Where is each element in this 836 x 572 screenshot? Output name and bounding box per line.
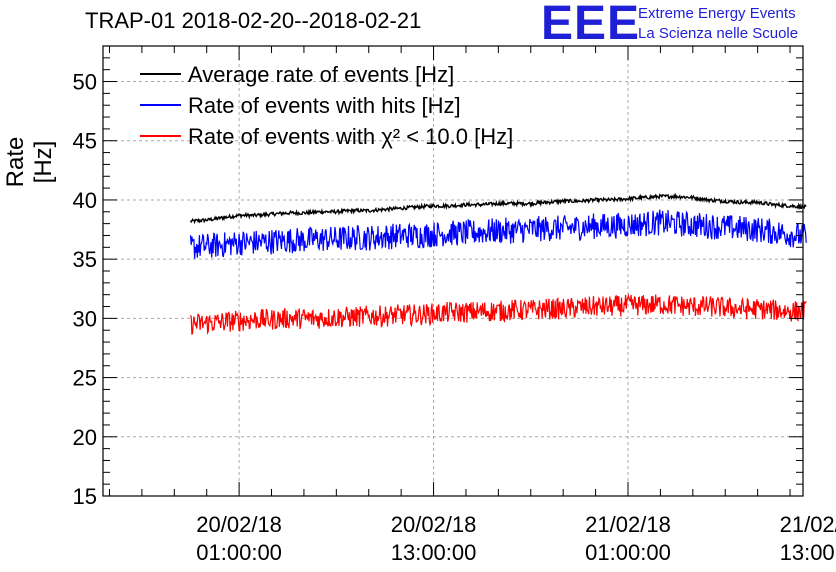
legend-label: Average rate of events [Hz]	[188, 62, 454, 87]
y-tick-label: 40	[73, 188, 97, 213]
series-line-3	[189, 293, 807, 335]
y-tick-label: 15	[73, 484, 97, 509]
series-line-1	[189, 192, 807, 225]
x-tick-label-date: 21/02/18	[585, 512, 671, 537]
logo-line-1: Extreme Energy Events	[638, 5, 796, 22]
chart-title: TRAP-01 2018-02-20--2018-02-21	[85, 8, 422, 33]
legend: Average rate of events [Hz] Rate of event…	[140, 62, 513, 149]
x-tick-label-date: 20/02/18	[196, 512, 282, 537]
y-tick-label: 50	[73, 70, 97, 95]
x-tick-label-date: 20/02/18	[391, 512, 477, 537]
y-tick-label: 25	[73, 366, 97, 391]
legend-label: Rate of events with χ² < 10.0 [Hz]	[188, 124, 513, 149]
eee-logo: EEE Extreme Energy Events La Scienza nel…	[541, 0, 831, 50]
axes: 15 20 25 30 35 40 45 50 20/02/18 01:00:00 20/02/18…	[73, 45, 836, 565]
x-tick-label-time: 01:00:00	[196, 540, 282, 565]
logo-line-2: La Scienza nelle Scuole	[638, 25, 799, 42]
y-tick-label: 35	[73, 247, 97, 272]
y-tick-label: 30	[73, 306, 97, 331]
x-tick-label-date: 21/02/18	[780, 512, 836, 537]
y-tick-label: 45	[73, 129, 97, 154]
y-tick-label: 20	[73, 425, 97, 450]
legend-label: Rate of events with hits [Hz]	[188, 93, 461, 118]
x-tick-label-time: 01:00:00	[585, 540, 671, 565]
x-tick-label-time: 13:00:00	[391, 540, 477, 565]
eee-logo-mark: EEE	[541, 0, 641, 50]
series-line-2	[189, 209, 807, 259]
x-tick-label-time: 13:00:00	[780, 540, 836, 565]
series-layer	[189, 192, 807, 335]
